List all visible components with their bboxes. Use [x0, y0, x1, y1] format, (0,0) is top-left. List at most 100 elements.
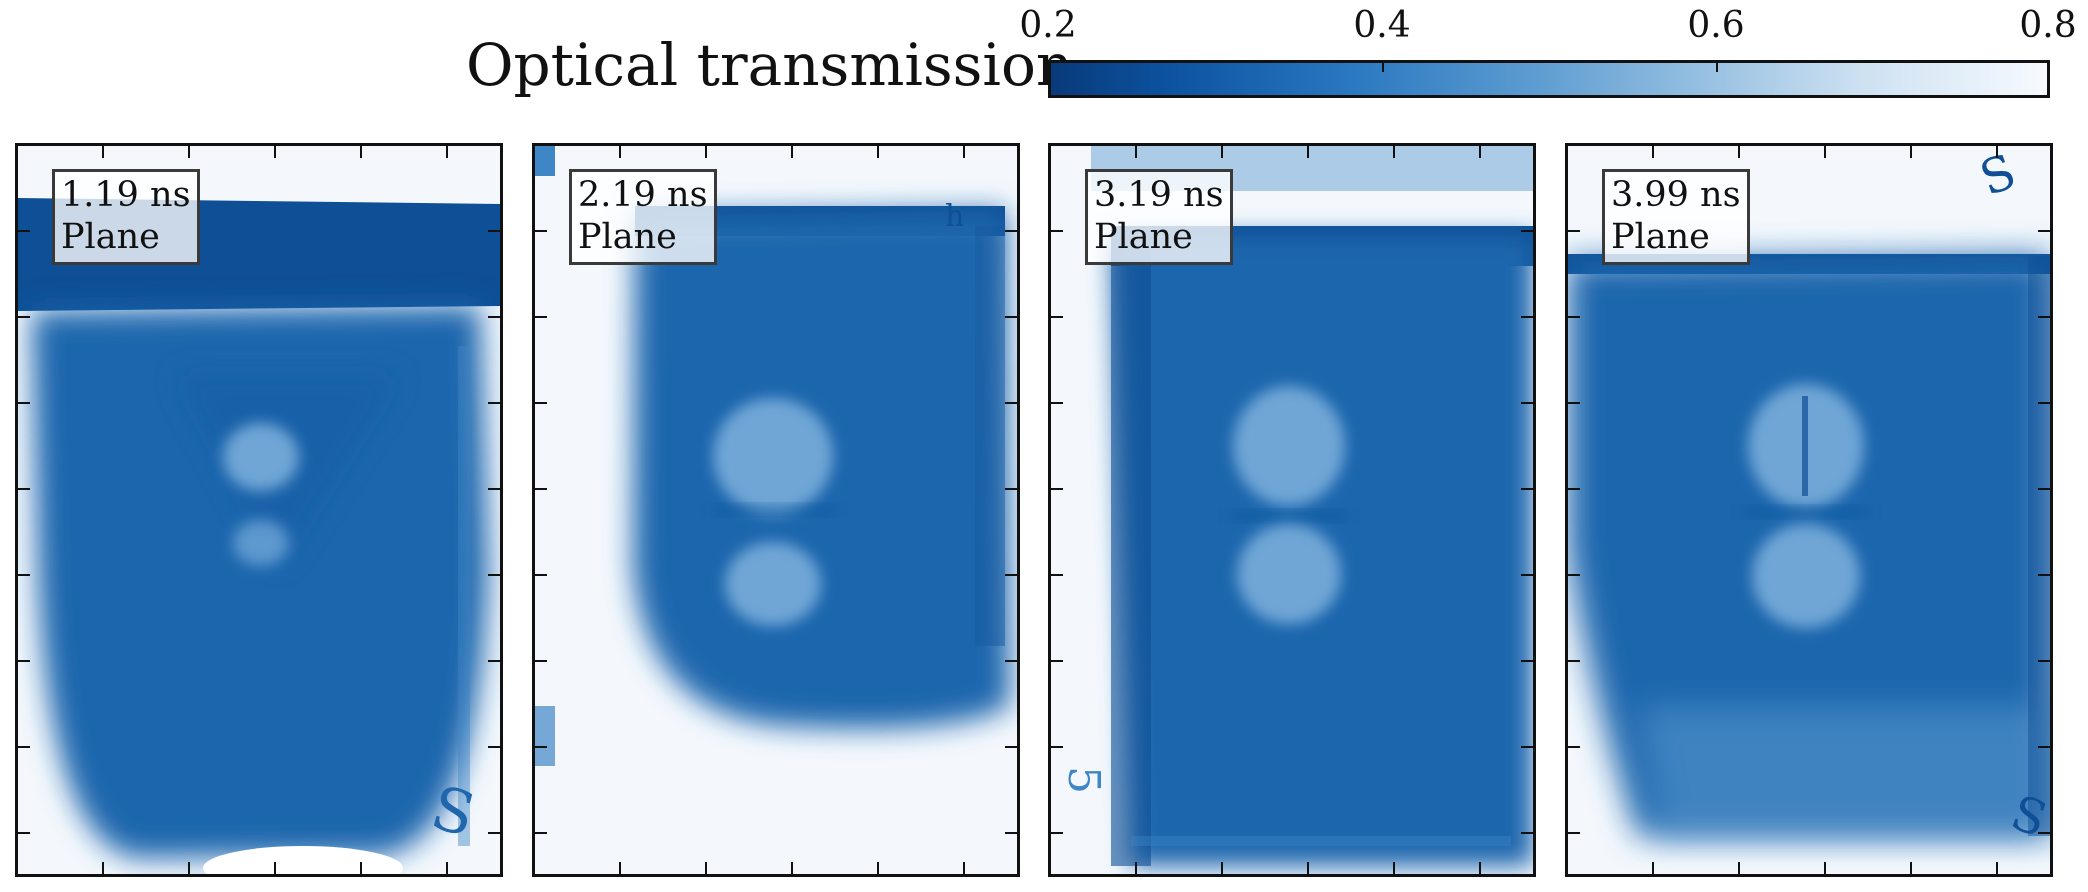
axis-tick [1221, 862, 1223, 874]
time-label: 3.99 ns [1611, 175, 1741, 215]
image-panel-4: S S 3.99 ns Plane [1565, 143, 2053, 877]
axis-tick [1005, 746, 1017, 748]
axis-tick [535, 832, 547, 834]
colorbar-tick-label: 0.4 [1353, 5, 1411, 46]
axis-tick [1479, 146, 1481, 158]
axis-tick [1005, 402, 1017, 404]
plane-label: Plane [1094, 217, 1193, 257]
axis-tick [2038, 230, 2050, 232]
axis-tick [18, 746, 30, 748]
axis-tick [619, 146, 621, 158]
axis-tick [488, 488, 500, 490]
axis-tick [535, 402, 547, 404]
axis-tick [1996, 862, 1998, 874]
axis-tick [446, 862, 448, 874]
colorbar-tick [1382, 60, 1384, 72]
axis-tick [488, 316, 500, 318]
plane-label: Plane [1611, 217, 1710, 257]
axis-tick [877, 862, 879, 874]
axis-tick [2038, 402, 2050, 404]
axis-tick [2038, 660, 2050, 662]
axis-tick [1051, 230, 1063, 232]
axis-tick [18, 230, 30, 232]
axis-tick [488, 574, 500, 576]
axis-tick [1005, 316, 1017, 318]
axis-tick [705, 146, 707, 158]
time-label: 3.19 ns [1094, 175, 1224, 215]
axis-tick [18, 574, 30, 576]
colorbar-tick [1716, 60, 1718, 72]
axis-tick [535, 746, 547, 748]
panel-annotation: 1.19 ns Plane [52, 169, 200, 265]
axis-tick [1479, 862, 1481, 874]
panel-annotation: 3.19 ns Plane [1085, 169, 1233, 265]
axis-tick [446, 146, 448, 158]
transmission-image: h [535, 146, 1017, 874]
axis-tick [791, 862, 793, 874]
colorbar [1048, 60, 2050, 98]
axis-tick [18, 660, 30, 662]
axis-tick [791, 146, 793, 158]
time-label: 2.19 ns [578, 175, 708, 215]
axis-tick [1051, 316, 1063, 318]
axis-tick [535, 316, 547, 318]
axis-tick [1005, 660, 1017, 662]
transmission-image: S [18, 146, 500, 874]
axis-tick [188, 862, 190, 874]
axis-tick [619, 862, 621, 874]
axis-tick [360, 146, 362, 158]
axis-tick [1135, 146, 1137, 158]
axis-tick [1910, 862, 1912, 874]
axis-tick [1568, 230, 1580, 232]
axis-tick [535, 488, 547, 490]
axis-tick [1568, 488, 1580, 490]
axis-tick [1996, 146, 1998, 158]
axis-tick [1051, 574, 1063, 576]
axis-tick [488, 660, 500, 662]
plane-label: Plane [578, 217, 677, 257]
axis-tick [1307, 146, 1309, 158]
axis-tick [488, 402, 500, 404]
axis-tick [1521, 832, 1533, 834]
axis-tick [1521, 574, 1533, 576]
axis-tick [2038, 746, 2050, 748]
axis-tick [1051, 402, 1063, 404]
axis-tick [1824, 862, 1826, 874]
axis-tick [1568, 316, 1580, 318]
axis-tick [1521, 402, 1533, 404]
axis-tick [18, 832, 30, 834]
axis-tick [1221, 146, 1223, 158]
axis-tick [963, 146, 965, 158]
axis-tick [1568, 832, 1580, 834]
axis-tick [1135, 862, 1137, 874]
axis-tick [1568, 574, 1580, 576]
axis-tick [188, 146, 190, 158]
axis-tick [1568, 746, 1580, 748]
axis-tick [2038, 488, 2050, 490]
axis-tick [1738, 146, 1740, 158]
panel-annotation: 3.99 ns Plane [1602, 169, 1750, 265]
axis-tick [1051, 832, 1063, 834]
colorbar-tick-label: 0.6 [1687, 5, 1745, 46]
axis-tick [2038, 574, 2050, 576]
transmission-image: S S [1568, 146, 2050, 874]
axis-tick [963, 862, 965, 874]
axis-tick [2038, 316, 2050, 318]
image-panel-3: 5 3.19 ns Plane [1048, 143, 1536, 877]
axis-tick [1521, 316, 1533, 318]
axis-tick [1568, 402, 1580, 404]
axis-tick [1568, 660, 1580, 662]
axis-tick [1652, 862, 1654, 874]
axis-tick [18, 402, 30, 404]
axis-tick [102, 146, 104, 158]
colorbar-label: Optical transmission [466, 31, 1074, 99]
axis-tick [1910, 146, 1912, 158]
axis-tick [1521, 488, 1533, 490]
axis-tick [1521, 230, 1533, 232]
svg-text:5: 5 [1058, 766, 1109, 794]
plane-label: Plane [61, 217, 160, 257]
image-panel-1: S 1.19 ns Plane [15, 143, 503, 877]
axis-tick [877, 146, 879, 158]
axis-tick [1652, 146, 1654, 158]
axis-tick [1005, 832, 1017, 834]
